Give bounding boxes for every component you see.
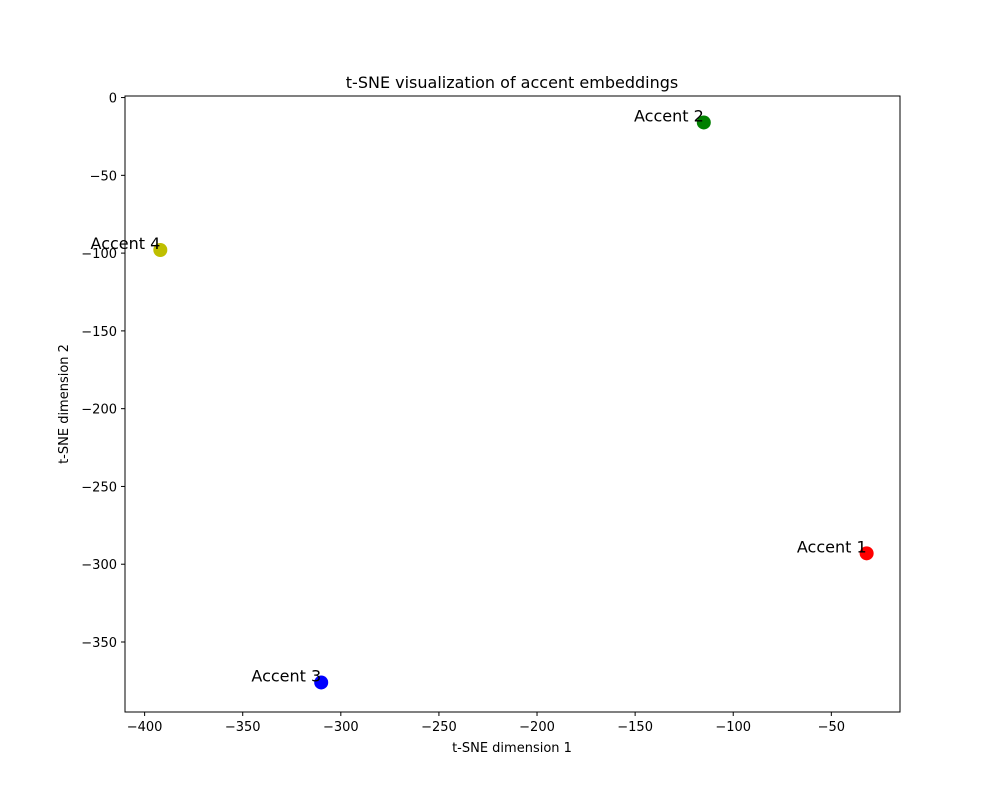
y-tick-label: −350 [81, 636, 117, 651]
y-tick-label: −300 [81, 558, 117, 573]
x-axis: −400 −350 −300 −250 −200 −150 −100 −50 [127, 712, 845, 735]
chart-title: t-SNE visualization of accent embeddings [346, 73, 678, 92]
y-tick-label: 0 [109, 92, 117, 107]
data-point [314, 675, 329, 690]
x-tick-label: −400 [127, 720, 163, 735]
point-label: Accent 2 [634, 106, 704, 125]
x-tick-label: −350 [225, 720, 261, 735]
x-tick-label: −300 [323, 720, 359, 735]
x-tick-label: −200 [519, 720, 555, 735]
point-label: Accent 3 [251, 666, 321, 685]
y-tick-label: −250 [81, 480, 117, 495]
x-tick-label: −50 [818, 720, 845, 735]
plot-frame [124, 95, 901, 713]
x-tick-label: −150 [617, 720, 653, 735]
y-tick-label: −150 [81, 325, 117, 340]
y-tick-label: −50 [90, 169, 117, 184]
data-point [696, 115, 711, 130]
data-point [153, 243, 168, 257]
y-tick-label: −100 [81, 247, 117, 262]
x-axis-label: t-SNE dimension 1 [452, 741, 572, 756]
y-axis-label: t-SNE dimension 2 [57, 344, 72, 464]
x-tick-label: −250 [421, 720, 457, 735]
y-axis: 0 −50 −100 −150 −200 −250 −300 −350 [81, 92, 125, 651]
x-tick-label: −100 [715, 720, 751, 735]
point-label: Accent 1 [797, 537, 867, 556]
data-point [859, 546, 874, 561]
y-tick-label: −200 [81, 403, 117, 418]
